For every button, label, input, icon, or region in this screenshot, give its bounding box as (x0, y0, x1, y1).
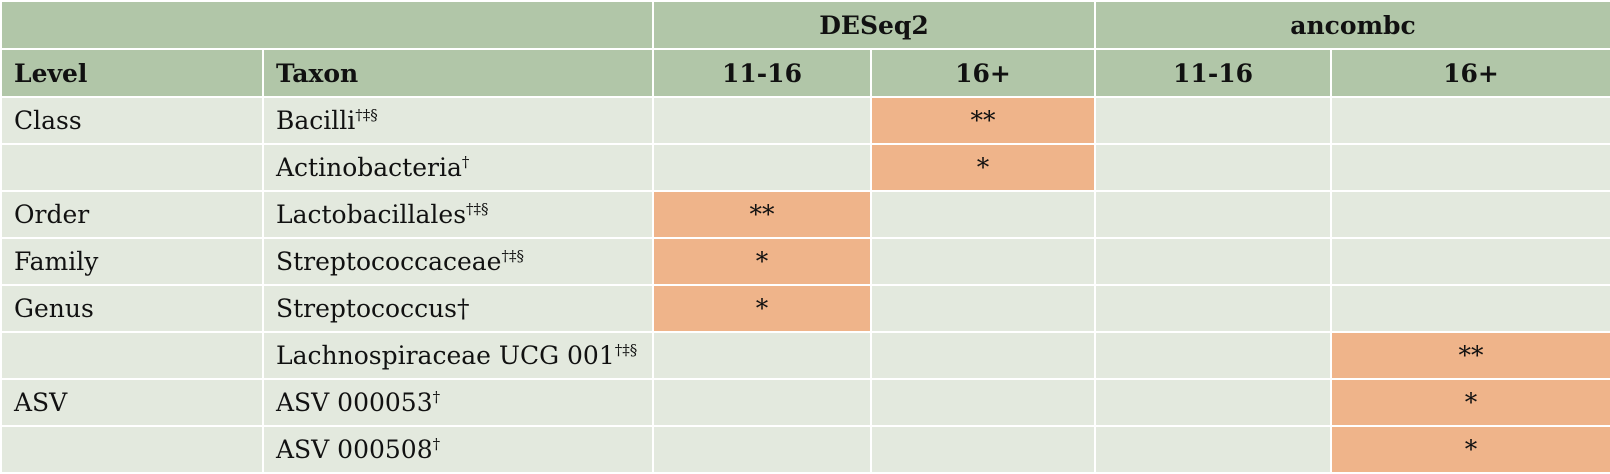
table-row: Genus Streptococcus† * (0, 284, 1610, 333)
group-header-blank (0, 0, 654, 50)
table-row: Actinobacteria† * (0, 143, 1610, 192)
significance-cell-deseq2-16plus (869, 284, 1097, 333)
column-header-ancombc-11-16: 11-16 (1094, 48, 1333, 98)
significance-cell-ancombc-16plus (1330, 190, 1610, 239)
significance-cell-ancombc-11-16 (1094, 331, 1333, 380)
level-cell (0, 425, 264, 474)
group-header-deseq2: DESeq2 (651, 0, 1097, 50)
column-header-ancombc-16plus: 16+ (1330, 48, 1610, 98)
level-cell: Genus (0, 284, 264, 333)
level-cell: Order (0, 190, 264, 239)
taxon-marks: † (432, 388, 441, 406)
significance-cell-deseq2-11-16: * (652, 284, 872, 333)
significance-cell-deseq2-16plus: * (869, 143, 1097, 192)
significance-cell-ancombc-11-16 (1094, 378, 1333, 427)
level-cell: Family (0, 237, 264, 286)
significance-cell-deseq2-11-16: ** (652, 190, 872, 239)
taxon-cell: ASV 000053† (262, 378, 654, 427)
significance-cell-ancombc-11-16 (1094, 96, 1333, 145)
taxon-marks: †‡§ (614, 341, 638, 359)
significance-cell-deseq2-11-16 (652, 378, 872, 427)
table-row: Class Bacilli†‡§ ** (0, 96, 1610, 145)
taxon-cell: Bacilli†‡§ (262, 96, 654, 145)
taxon-name: ASV 000053 (276, 388, 433, 417)
significance-cell-ancombc-11-16 (1094, 190, 1333, 239)
taxon-cell: Streptococcaceae†‡§ (262, 237, 654, 286)
significance-cell-ancombc-16plus (1330, 237, 1610, 286)
significance-cell-deseq2-11-16 (652, 143, 872, 192)
significance-cell-deseq2-16plus (869, 237, 1097, 286)
column-header-row: Level Taxon 11-16 16+ 11-16 16+ (0, 48, 1610, 98)
level-cell: ASV (0, 378, 264, 427)
taxon-marks: †‡§ (466, 200, 489, 218)
taxon-name: Bacilli (276, 106, 356, 135)
taxon-marks: † (461, 153, 470, 171)
significance-cell-ancombc-16plus: * (1330, 425, 1610, 474)
taxon-cell: Streptococcus† (262, 284, 654, 333)
taxon-cell: ASV 000508† (262, 425, 654, 474)
group-header-row: DESeq2 ancombc (0, 0, 1610, 50)
group-header-ancombc: ancombc (1094, 0, 1610, 50)
significance-cell-deseq2-11-16 (652, 96, 872, 145)
column-header-deseq2-11-16: 11-16 (652, 48, 872, 98)
level-cell (0, 331, 264, 380)
table-row: Family Streptococcaceae†‡§ * (0, 237, 1610, 286)
table-row: Order Lactobacillales†‡§ ** (0, 190, 1610, 239)
table-row: Lachnospiraceae UCG 001†‡§ ** (0, 331, 1610, 380)
taxon-marks: †‡§ (501, 247, 524, 265)
significance-cell-ancombc-16plus (1330, 96, 1610, 145)
taxon-cell: Lachnospiraceae UCG 001†‡§ (262, 331, 654, 380)
significance-cell-ancombc-16plus: * (1330, 378, 1610, 427)
taxon-cell: Actinobacteria† (262, 143, 654, 192)
taxon-name: Actinobacteria (276, 153, 462, 182)
taxon-marks: † (432, 435, 441, 453)
level-cell: Class (0, 96, 264, 145)
level-cell (0, 143, 264, 192)
significance-cell-deseq2-11-16 (652, 331, 872, 380)
significance-cell-deseq2-16plus (869, 190, 1097, 239)
taxon-name: Streptococcaceae (276, 247, 502, 276)
significance-cell-ancombc-11-16 (1094, 143, 1333, 192)
significance-cell-ancombc-11-16 (1094, 425, 1333, 474)
significance-cell-deseq2-16plus (869, 331, 1097, 380)
column-header-taxon: Taxon (262, 48, 654, 98)
significance-cell-ancombc-16plus (1330, 284, 1610, 333)
taxon-marks: †‡§ (355, 106, 378, 124)
table-body: Class Bacilli†‡§ ** Actinobacteria† * Order La… (0, 96, 1610, 474)
taxon-cell: Lactobacillales†‡§ (262, 190, 654, 239)
column-header-deseq2-16plus: 16+ (869, 48, 1097, 98)
significance-cell-deseq2-11-16 (652, 425, 872, 474)
significance-cell-ancombc-11-16 (1094, 284, 1333, 333)
taxon-name: ASV 000508 (276, 435, 433, 464)
significance-cell-deseq2-16plus: ** (869, 96, 1097, 145)
taxon-name: Streptococcus† (276, 294, 470, 323)
taxon-name: Lachnospiraceae UCG 001 (276, 341, 615, 370)
significance-cell-deseq2-16plus (869, 425, 1097, 474)
taxon-name: Lactobacillales (276, 200, 467, 229)
table-row: ASV ASV 000053† * (0, 378, 1610, 427)
table-row: ASV 000508† * (0, 425, 1610, 474)
significance-cell-ancombc-16plus: ** (1330, 331, 1610, 380)
significance-cell-ancombc-16plus (1330, 143, 1610, 192)
significance-cell-deseq2-11-16: * (652, 237, 872, 286)
significance-cell-ancombc-11-16 (1094, 237, 1333, 286)
significance-cell-deseq2-16plus (869, 378, 1097, 427)
column-header-level: Level (0, 48, 264, 98)
